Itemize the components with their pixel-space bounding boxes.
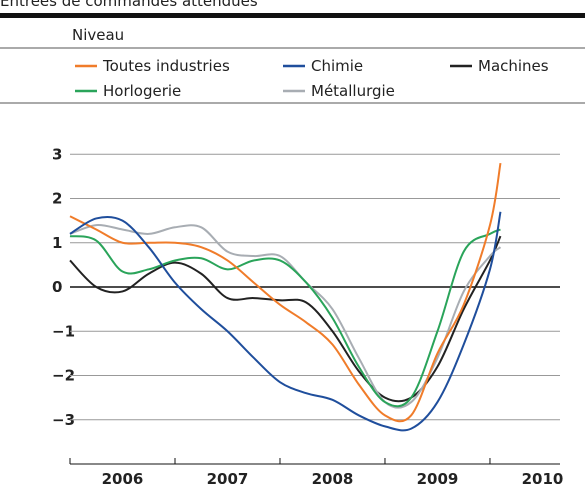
x-tick-label: 2009	[417, 470, 459, 488]
x-tick-label: 2010	[522, 470, 564, 488]
series-line	[69, 228, 501, 408]
legend-label: Machines	[478, 57, 549, 75]
chart-title: Entrées de commandes attendues	[0, 0, 258, 10]
title-rule	[0, 13, 585, 18]
legend-label: Métallurgie	[311, 82, 395, 100]
legend-label: Chimie	[311, 57, 363, 75]
y-tick-label: 2	[52, 190, 62, 208]
legend-title: Niveau	[72, 26, 124, 44]
y-tick-label: −3	[52, 411, 75, 429]
x-tick-label: 2008	[312, 470, 354, 488]
legend-label: Toutes industries	[102, 57, 230, 75]
x-tick-label: 2007	[207, 470, 249, 488]
y-tick-label: −2	[52, 367, 75, 385]
legend-label: Horlogerie	[103, 82, 181, 100]
x-tick-label: 2006	[102, 470, 144, 488]
series-line	[69, 211, 502, 432]
y-tick-label: 0	[52, 278, 62, 296]
series-line	[69, 162, 502, 423]
y-tick-label: −1	[52, 322, 75, 340]
y-tick-label: 1	[52, 234, 62, 252]
series-line	[69, 223, 502, 409]
series-line	[69, 235, 502, 403]
y-tick-label: 3	[52, 145, 62, 163]
